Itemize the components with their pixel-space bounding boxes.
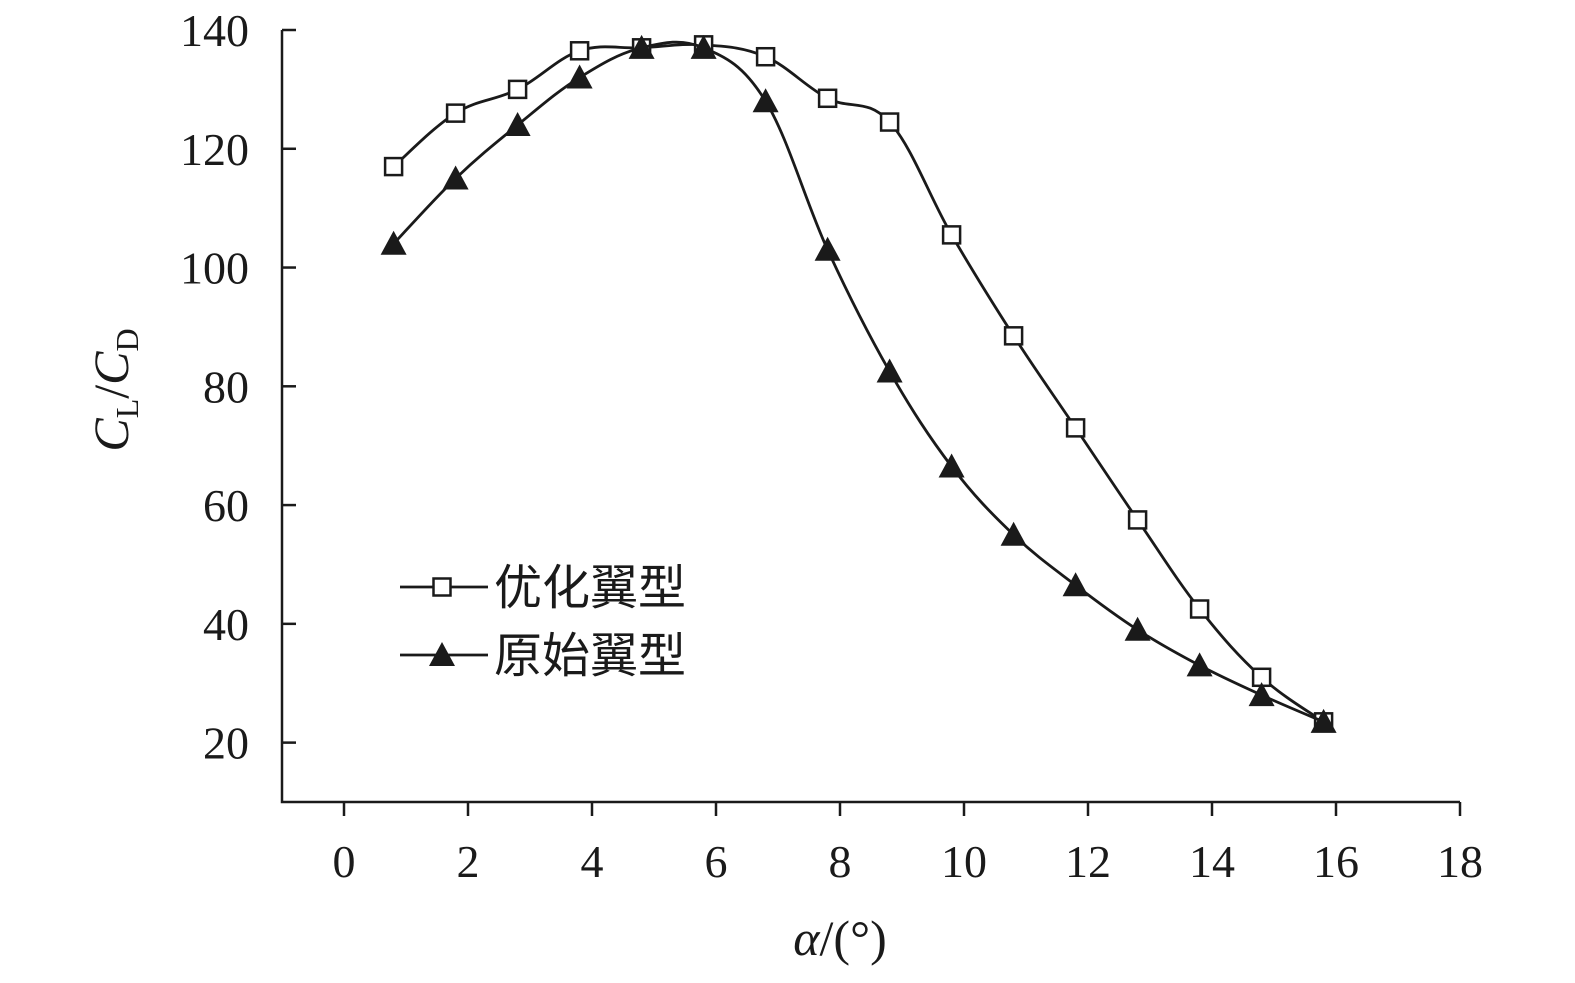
data-point-square xyxy=(817,88,838,109)
x-tick-label: 2 xyxy=(457,836,480,887)
data-point-square xyxy=(1189,599,1210,619)
data-point-triangle xyxy=(1248,682,1275,707)
y-tick-label: 40 xyxy=(203,599,249,650)
y-title-den: C xyxy=(83,351,139,385)
legend-item-original: 原始翼型 xyxy=(400,630,686,683)
data-point-triangle xyxy=(752,88,779,113)
data-point-square xyxy=(1003,326,1024,346)
data-point-square xyxy=(755,46,776,67)
series-line xyxy=(392,43,1325,723)
data-point-square xyxy=(569,41,590,61)
data-point-triangle xyxy=(380,230,407,255)
data-point-triangle xyxy=(1000,521,1027,546)
x-title-unit: /(°) xyxy=(820,910,887,966)
x-axis-title: α/(°) xyxy=(793,910,886,966)
data-point-triangle xyxy=(690,34,717,59)
data-point-triangle xyxy=(938,453,965,478)
y-tick-label: 100 xyxy=(180,243,249,294)
y-tick-label: 80 xyxy=(203,361,249,412)
legend: 优化翼型 原始翼型 xyxy=(400,562,686,683)
x-title-symbol: α xyxy=(793,910,821,966)
x-tick-label: 0 xyxy=(333,836,356,887)
data-point-triangle xyxy=(1310,708,1337,733)
data-point-triangle xyxy=(504,112,531,137)
series-layer xyxy=(380,34,1337,733)
data-point-square xyxy=(879,112,900,132)
x-tick-label: 8 xyxy=(829,836,852,887)
data-point-square xyxy=(507,79,528,100)
y-title-num: C xyxy=(83,418,139,452)
legend-marker-square xyxy=(432,577,452,597)
y-tick-label: 120 xyxy=(180,124,249,175)
y-tick-label: 60 xyxy=(203,480,249,531)
data-point-triangle xyxy=(1062,572,1089,597)
x-tick-label: 10 xyxy=(941,836,987,887)
data-point-square xyxy=(941,225,962,245)
y-tick-label: 20 xyxy=(203,718,249,769)
y-axis-title: CL/CD xyxy=(83,328,145,451)
data-point-triangle xyxy=(1186,652,1213,677)
axes xyxy=(280,30,1460,804)
legend-label-original: 原始翼型 xyxy=(494,630,686,683)
x-tick-label: 16 xyxy=(1313,836,1359,887)
data-point-triangle xyxy=(442,165,469,190)
data-point-triangle xyxy=(1124,616,1151,641)
y-axis-ticks: 20 40 60 80 100 120 140 xyxy=(180,5,296,769)
data-point-triangle xyxy=(566,64,593,89)
data-point-square xyxy=(1127,510,1148,530)
data-point-square xyxy=(1065,418,1086,438)
series-optimized xyxy=(383,35,1334,732)
x-tick-label: 12 xyxy=(1065,836,1111,887)
series-line xyxy=(392,40,1325,724)
data-point-square xyxy=(383,156,404,177)
axis-lines xyxy=(280,30,1460,804)
x-tick-label: 4 xyxy=(581,836,604,887)
legend-marker-triangle xyxy=(429,642,455,666)
x-tick-label: 18 xyxy=(1437,836,1483,887)
legend-item-optimized: 优化翼型 xyxy=(400,562,686,615)
x-tick-label: 6 xyxy=(705,836,728,887)
data-point-triangle xyxy=(814,236,841,261)
y-title-num-sub: L xyxy=(109,399,145,419)
legend-label-optimized: 优化翼型 xyxy=(494,562,686,615)
x-axis-ticks: 0 2 4 6 8 10 12 14 16 18 xyxy=(333,802,1483,887)
data-point-triangle xyxy=(876,358,903,383)
y-tick-label: 140 xyxy=(180,5,249,56)
data-point-triangle xyxy=(628,34,655,59)
y-title-sep: / xyxy=(83,385,139,399)
data-point-square xyxy=(445,103,466,123)
series-original xyxy=(380,34,1337,733)
x-tick-label: 14 xyxy=(1189,836,1235,887)
y-title-den-sub: D xyxy=(109,328,145,351)
